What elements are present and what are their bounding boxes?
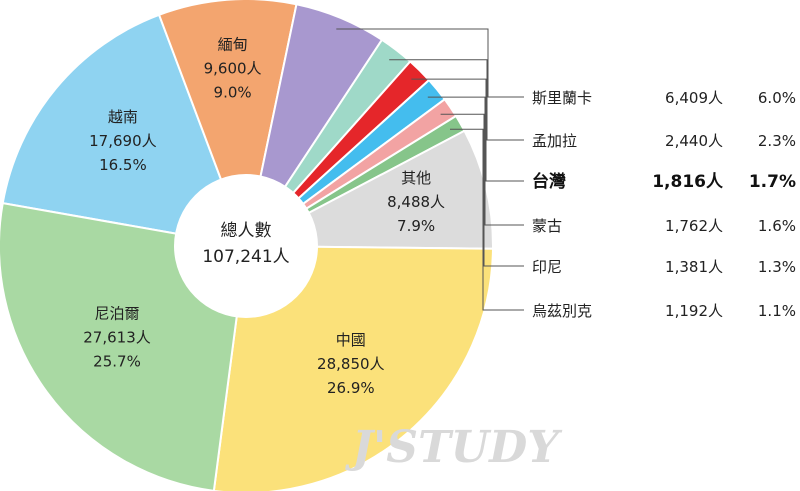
side-label-pct: 1.3% <box>758 258 796 276</box>
leader-line <box>389 59 524 141</box>
leader-line <box>336 28 524 98</box>
leader-line <box>440 113 524 267</box>
side-label-count: 2,440人 <box>665 132 723 150</box>
side-label-pct: 2.3% <box>758 132 796 150</box>
slice-label-pct: 16.5% <box>99 156 147 174</box>
leader-lines <box>336 28 524 311</box>
side-label-count: 1,192人 <box>665 302 723 320</box>
center-title: 總人數 <box>221 221 272 241</box>
side-label-name: 台灣 <box>532 171 566 192</box>
slice-e8b68ae58d97 <box>1 13 248 248</box>
leader-line <box>427 96 524 226</box>
slice-label-count: 17,690人 <box>89 132 157 150</box>
slice-label-name: 越南 <box>108 108 138 126</box>
side-label-name: 斯里蘭卡 <box>532 89 592 107</box>
slice-label-count: 28,850人 <box>317 355 385 373</box>
slice-label-pct: 25.7% <box>93 353 141 371</box>
leader-line <box>450 128 524 311</box>
slice-label-pct: 7.9% <box>397 217 435 235</box>
slice-label-count: 27,613人 <box>83 329 151 347</box>
side-label-pct: 1.1% <box>758 302 796 320</box>
inside-labels: 越南 17,690人 16.5% 緬甸 9,600人 9.0% 其他 8,488人 7.9% 中國… <box>83 36 445 397</box>
side-label-count: 6,409人 <box>665 89 723 107</box>
side-label-pct: 6.0% <box>758 89 796 107</box>
side-label-name: 孟加拉 <box>532 132 577 150</box>
side-label-pct: 1.7% <box>749 172 796 192</box>
center-total: 107,241人 <box>202 247 289 267</box>
side-label-count: 1,762人 <box>665 217 723 235</box>
slice-label-count: 8,488人 <box>387 193 445 211</box>
side-label-count: 1,381人 <box>665 258 723 276</box>
slice-e7b7ace794b8 <box>157 0 298 250</box>
slice-label-count: 9,600人 <box>204 60 262 78</box>
slice-label-pct: 26.9% <box>327 379 375 397</box>
slice-label-name: 緬甸 <box>218 36 248 54</box>
side-labels: 斯里蘭卡 6,409人 6.0% 孟加拉 2,440人 2.3% 台灣 1,816人 1.7% 蒙… <box>532 89 796 320</box>
side-label-name: 蒙古 <box>532 217 562 235</box>
watermark-logo: J'STUDY <box>345 422 562 473</box>
donut-hole <box>174 174 318 318</box>
slice-label-name: 尼泊爾 <box>94 305 139 323</box>
leader-line <box>411 78 524 182</box>
side-label-name: 印尼 <box>532 258 562 276</box>
slice-label-name: 其他 <box>401 169 431 187</box>
side-label-name: 烏茲別克 <box>532 302 592 320</box>
slice-label-pct: 9.0% <box>214 84 252 102</box>
side-label-pct: 1.6% <box>758 217 796 235</box>
side-label-count: 1,816人 <box>652 172 724 192</box>
slice-label-name: 中國 <box>336 331 366 349</box>
